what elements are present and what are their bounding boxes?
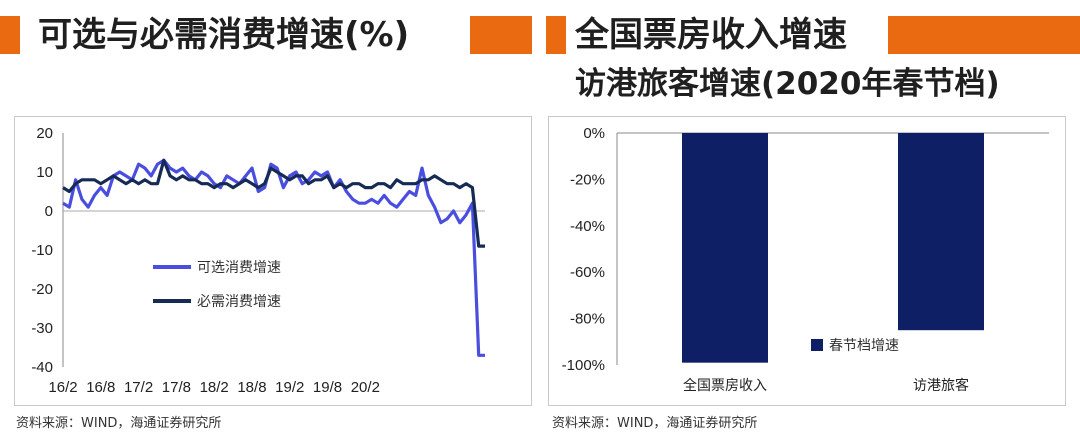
y-tick-label: 20	[36, 125, 53, 142]
y-tick-label: -40	[31, 359, 53, 376]
y-tick-label: 0%	[583, 125, 605, 142]
legend-label-necessity: 必需消费增速	[197, 293, 281, 309]
y-tick-label: -40%	[570, 218, 605, 235]
y-tick-label: -10	[31, 242, 53, 259]
left-source-note: 资料来源：WIND，海通证券研究所	[16, 416, 222, 431]
y-tick-label: -80%	[570, 311, 605, 328]
line-chart: 20 10 0 -10 -20 -30 -40 16/2 16/8 17/2 17/8 18/2 18/…	[31, 125, 485, 396]
x-tick-label: 16/8	[86, 379, 115, 396]
y-tick-label: -30	[31, 320, 53, 337]
x-tick-label: 20/2	[351, 379, 380, 396]
y-tick-label: 0	[45, 203, 53, 220]
x-tick-label: 19/8	[313, 379, 342, 396]
left-chart-title: 可选与必需消费增速(%)	[38, 15, 410, 55]
x-tick-label: 19/2	[275, 379, 304, 396]
x-tick-label: 18/2	[200, 379, 229, 396]
y-tick-label: -100%	[562, 357, 605, 374]
x-category-label: 访港旅客	[913, 377, 969, 393]
y-tick-label: -20	[31, 281, 53, 298]
x-tick-label: 16/2	[48, 379, 77, 396]
y-tick-label: -20%	[570, 171, 605, 188]
y-tick-label: 10	[36, 164, 53, 181]
right-title-bar	[546, 16, 566, 54]
bar	[898, 133, 984, 331]
right-source-note: 资料来源：WIND，海通证券研究所	[552, 416, 758, 431]
right-title-bar-right	[888, 16, 1080, 54]
right-chart-title-line1: 全国票房收入增速	[575, 15, 847, 55]
legend-label-discretionary: 可选消费增速	[197, 259, 281, 275]
left-chart-panel: 20 10 0 -10 -20 -30 -40 16/2 16/8 17/2 17/8 18/2 18/…	[14, 116, 532, 406]
legend-swatch-bar	[811, 339, 823, 351]
x-tick-label: 18/8	[237, 379, 266, 396]
series-line-necessity	[62, 158, 485, 248]
bar	[682, 133, 768, 363]
y-tick-label: -60%	[570, 264, 605, 281]
x-category-label: 全国票房收入	[683, 377, 767, 393]
right-chart-panel: 0% -20% -40% -60% -80% -100% 全国票房收入 访港旅客 春节档增速	[548, 116, 1066, 406]
x-tick-label: 17/2	[124, 379, 153, 396]
left-title-bar	[0, 16, 20, 54]
left-title-bar-right	[470, 16, 532, 54]
x-tick-label: 17/8	[162, 379, 191, 396]
legend-label-bar: 春节档增速	[829, 337, 899, 353]
series-line-discretionary	[62, 158, 485, 357]
right-chart-title-line2: 访港旅客增速(2020年春节档)	[575, 66, 1000, 102]
bar-chart: 0% -20% -40% -60% -80% -100% 全国票房收入 访港旅客 春节档增速	[562, 125, 1049, 393]
